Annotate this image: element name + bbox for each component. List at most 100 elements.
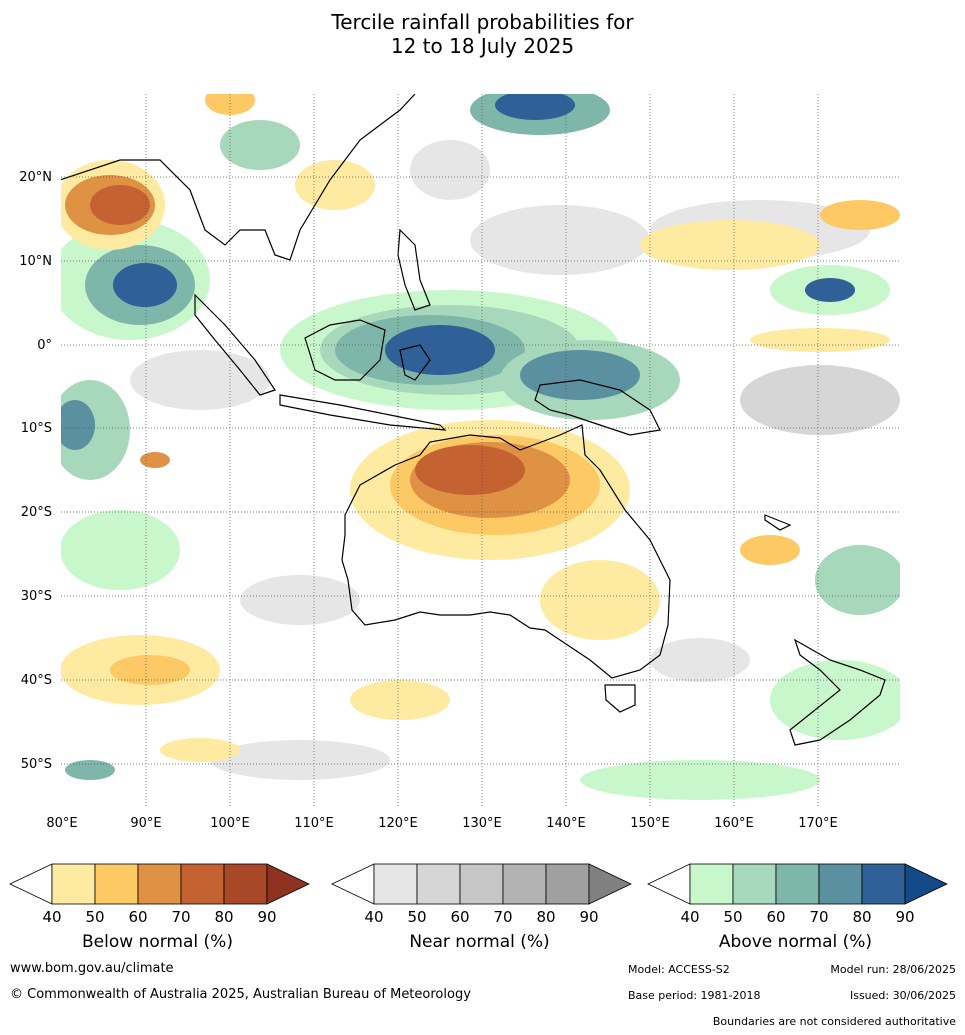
above-normal-area (815, 545, 900, 615)
lon-label: 160°E (714, 816, 754, 831)
near-normal-colorbar: 40 50 60 70 80 90 Near normal (%) (327, 860, 632, 952)
above-normal-area (65, 760, 115, 780)
lat-label: 20°S (21, 505, 52, 520)
lon-label: 170°E (798, 816, 838, 831)
sulawesi-coastline (399, 344, 431, 381)
near-normal-bin-40-50 (373, 863, 418, 905)
model-run-text: Model run: 28/06/2025 (830, 963, 956, 976)
below-normal-bin-50-60 (94, 863, 139, 905)
colorbar-tick: 60 (766, 908, 785, 926)
colorbar-tick: 50 (407, 908, 426, 926)
colorbar-tick: 80 (214, 908, 233, 926)
lat-label: 50°S (21, 757, 52, 772)
lon-label: 90°E (130, 816, 161, 831)
above-normal-area (385, 325, 495, 375)
near-normal-area (470, 205, 650, 275)
new-guinea-coastline (534, 379, 661, 436)
near-normal-bin-80-90 (545, 863, 590, 905)
above-normal-colorbar: 40 50 60 70 80 90 Above normal (%) (643, 860, 948, 952)
above-normal-min-extend (647, 863, 691, 905)
above-normal-area (580, 760, 820, 800)
model-text: Model: ACCESS-S2 (628, 963, 730, 976)
lon-label: 80°E (46, 816, 77, 831)
sumatra-coastline (194, 293, 276, 396)
near-normal-area (410, 140, 490, 200)
new-zealand-coastline (789, 638, 886, 746)
lat-label: 40°S (21, 673, 52, 688)
near-normal-colorbar-svg: 40 50 60 70 80 90 (331, 863, 632, 926)
australia-coastline (341, 424, 671, 679)
above-normal-area (495, 94, 575, 120)
lat-label: 20°N (19, 170, 52, 185)
disclaimer-text: Boundaries are not considered authoritat… (712, 1015, 956, 1028)
above-normal-area (220, 120, 300, 170)
below-normal-bin-80-90 (223, 863, 268, 905)
colorbar-tick: 50 (85, 908, 104, 926)
colorbar-tick: 70 (493, 908, 512, 926)
lon-label: 110°E (294, 816, 334, 831)
lat-label: 10°S (21, 421, 52, 436)
below-normal-area (415, 445, 525, 495)
below-normal-colorbar: 40 50 60 70 80 90 Below normal (%) (5, 860, 310, 952)
above-normal-area (113, 263, 177, 307)
near-normal-title: Near normal (%) (409, 932, 550, 952)
colorbar-tick: 70 (809, 908, 828, 926)
asia-mainland-coastline (61, 94, 416, 261)
near-normal-area (240, 575, 360, 625)
below-normal-area (110, 655, 190, 685)
above-normal-area (61, 510, 180, 590)
above-normal-bin-50-60 (732, 863, 777, 905)
below-normal-max-extend (266, 863, 310, 905)
above-normal-title: Above normal (%) (718, 932, 873, 952)
coastlines (61, 94, 886, 746)
near-normal-area (650, 638, 750, 682)
lon-label: 100°E (210, 816, 250, 831)
colorbar-tick: 80 (536, 908, 555, 926)
axis-labels: 20°N 10°N 0° 10°S 20°S 30°S 40°S 50°S 80… (19, 170, 838, 831)
above-normal-bin-80-90 (861, 863, 906, 905)
near-normal-area (210, 740, 390, 780)
lon-label: 130°E (462, 816, 502, 831)
near-normal-bin-60-70 (459, 863, 504, 905)
below-normal-area (350, 680, 450, 720)
borneo-coastline (304, 319, 386, 381)
below-normal-title: Below normal (%) (82, 932, 233, 952)
colorbar-tick: 90 (895, 908, 914, 926)
below-normal-area (205, 94, 255, 115)
rainfall-map: 20°N 10°N 0° 10°S 20°S 30°S 40°S 50°S 80… (0, 80, 965, 840)
map-canvas: 20°N 10°N 0° 10°S 20°S 30°S 40°S 50°S 80… (19, 94, 900, 831)
lon-label: 120°E (378, 816, 418, 831)
java-lesser-sunda-coastline (279, 394, 447, 431)
above-normal-max-extend (904, 863, 948, 905)
near-normal-min-extend (331, 863, 375, 905)
colorbar-tick: 90 (257, 908, 276, 926)
map-title: Tercile rainfall probabilities for 12 to… (0, 10, 965, 58)
lat-label: 10°N (19, 254, 52, 269)
above-normal-colorbar-svg: 40 50 60 70 80 90 (647, 863, 948, 926)
below-normal-min-extend (9, 863, 53, 905)
below-normal-bin-60-70 (137, 863, 182, 905)
below-normal-area (750, 328, 890, 352)
lat-label: 30°S (21, 589, 52, 604)
colorbar-tick: 40 (680, 908, 699, 926)
lon-label: 150°E (630, 816, 670, 831)
lon-label: 140°E (546, 816, 586, 831)
below-normal-area (740, 535, 800, 565)
above-normal-bin-60-70 (775, 863, 820, 905)
title-line-2: 12 to 18 July 2025 (390, 34, 575, 58)
website-link[interactable]: www.bom.gov.au/climate (10, 961, 174, 976)
below-normal-bin-70-80 (180, 863, 225, 905)
copyright-text: © Commonwealth of Australia 2025, Austra… (10, 987, 471, 1002)
colorbar-tick: 50 (723, 908, 742, 926)
tasmania-coastline (604, 684, 636, 713)
philippines-coastline (397, 228, 431, 311)
colorbar-tick: 40 (364, 908, 383, 926)
colorbar-tick: 40 (42, 908, 61, 926)
below-normal-area (140, 452, 170, 468)
near-normal-bin-50-60 (416, 863, 461, 905)
colorbar-tick: 60 (128, 908, 147, 926)
colorbar-tick: 90 (579, 908, 598, 926)
below-normal-area (90, 185, 150, 225)
below-normal-area (160, 738, 240, 762)
below-normal-area (540, 560, 660, 640)
